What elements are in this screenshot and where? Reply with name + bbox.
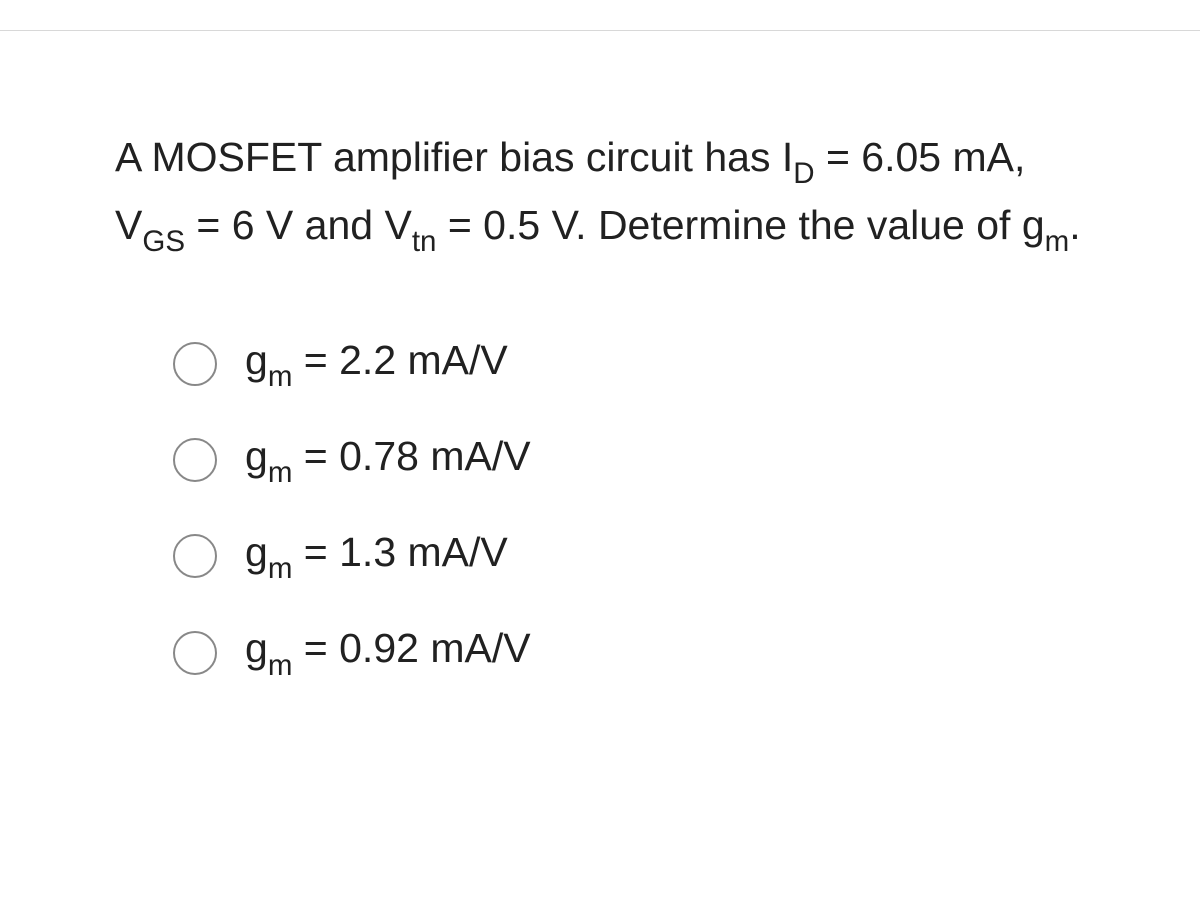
option-row: gm = 0.92 mA/V	[173, 625, 1085, 679]
option-subscript: m	[268, 456, 293, 489]
option-text: = 1.3 mA/V	[292, 529, 507, 575]
radio-button[interactable]	[173, 438, 217, 482]
question-part: Determine the value of g	[598, 202, 1045, 248]
option-text: g	[245, 625, 268, 671]
options-list: gm = 2.2 mA/V gm = 0.78 mA/V gm = 1.3 mA…	[115, 337, 1085, 680]
question-subscript: GS	[142, 225, 185, 258]
question-part: =	[815, 134, 862, 180]
question-subscript: tn	[412, 225, 437, 258]
radio-button[interactable]	[173, 631, 217, 675]
question-container: A MOSFET amplifier bias circuit has ID =…	[0, 31, 1200, 680]
option-label: gm = 0.78 mA/V	[245, 433, 531, 487]
option-text: g	[245, 433, 268, 479]
option-subscript: m	[268, 552, 293, 585]
option-label: gm = 2.2 mA/V	[245, 337, 508, 391]
question-part: = 6 V and V	[185, 202, 412, 248]
radio-button[interactable]	[173, 534, 217, 578]
option-subscript: m	[268, 649, 293, 682]
option-row: gm = 2.2 mA/V	[173, 337, 1085, 391]
option-text: g	[245, 529, 268, 575]
question-part: .	[1069, 202, 1080, 248]
option-subscript: m	[268, 360, 293, 393]
question-subscript: D	[793, 157, 814, 190]
option-text: = 0.92 mA/V	[292, 625, 530, 671]
option-label: gm = 1.3 mA/V	[245, 529, 508, 583]
question-part: = 0.5 V.	[436, 202, 597, 248]
option-row: gm = 1.3 mA/V	[173, 529, 1085, 583]
question-text: A MOSFET amplifier bias circuit has ID =…	[115, 126, 1085, 262]
radio-button[interactable]	[173, 342, 217, 386]
option-row: gm = 0.78 mA/V	[173, 433, 1085, 487]
question-subscript: m	[1045, 225, 1070, 258]
option-label: gm = 0.92 mA/V	[245, 625, 531, 679]
question-part: A MOSFET amplifier bias circuit has I	[115, 134, 793, 180]
option-text: = 0.78 mA/V	[292, 433, 530, 479]
option-text: = 2.2 mA/V	[292, 337, 507, 383]
option-text: g	[245, 337, 268, 383]
